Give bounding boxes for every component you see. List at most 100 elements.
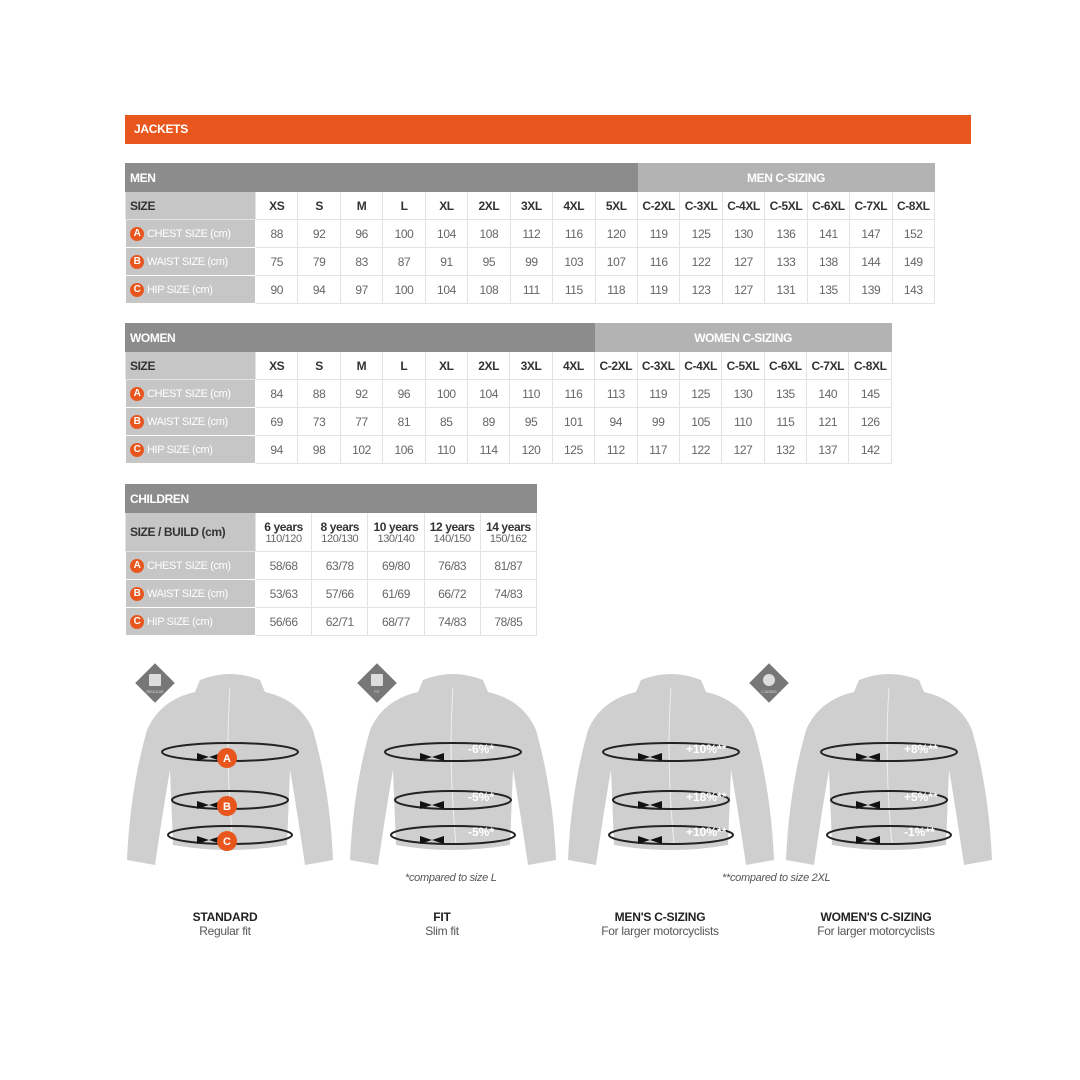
build: 120/130: [321, 532, 359, 545]
arrow-icon: [197, 801, 209, 809]
table-cell: 117: [636, 435, 680, 464]
table-cell: 87: [382, 247, 426, 276]
age: 12 years: [429, 519, 475, 534]
table-cell: 97: [339, 275, 384, 304]
fit-caption: FIT Slim fit: [342, 910, 542, 938]
size-label: SIZE: [125, 351, 256, 380]
arrow-icon: [856, 801, 868, 809]
table-cell: 78/85: [479, 607, 538, 636]
build: 110/120: [265, 532, 303, 545]
table-cell: 104: [424, 219, 469, 248]
measure-mark: -1%**: [904, 825, 935, 839]
arrow-icon: [432, 753, 444, 761]
table-cell: 99: [509, 247, 554, 276]
section-title-jackets: JACKETS: [125, 115, 971, 144]
table-cell: 122: [678, 435, 723, 464]
arrow-icon: [638, 801, 650, 809]
fit-title: WOMEN'S C-SIZING: [820, 910, 932, 924]
measure-name: CHEST SIZE (cm): [147, 227, 231, 240]
table-cell: 84: [254, 379, 299, 408]
table-cell: 125: [678, 379, 723, 408]
measure-name: HIP SIZE (cm): [147, 283, 213, 296]
jacket-silhouette: [786, 674, 992, 865]
jacket-illustration: -6%* -5%* -5%*: [348, 660, 558, 870]
arrow-icon: [432, 836, 444, 844]
table-cell: 130: [721, 219, 766, 248]
measure-label: A CHEST SIZE (cm): [125, 379, 256, 408]
table-cell: 92: [297, 219, 341, 248]
table-cell: 95: [509, 407, 553, 436]
table-cell: 135: [806, 275, 851, 304]
arrow-icon: [638, 836, 650, 844]
size-header: L: [382, 351, 426, 380]
table-cell: 100: [424, 379, 468, 408]
measure-badge: B: [130, 414, 144, 429]
table-cell: 53/63: [254, 579, 313, 608]
table-cell: 76/83: [423, 551, 481, 580]
table-cell: 111: [509, 275, 554, 304]
table-cell: 69: [254, 407, 299, 436]
table-cell: 100: [382, 219, 426, 248]
table-cell: 104: [424, 275, 469, 304]
arrow-icon: [868, 753, 880, 761]
measure-label: C HIP SIZE (cm): [125, 607, 256, 636]
size-label: SIZE / BUILD (cm): [125, 512, 256, 552]
table-cell: 94: [254, 435, 299, 464]
size-header: L: [382, 191, 426, 220]
table-cell: 135: [763, 379, 808, 408]
fit-badge-icon: REGULAR: [135, 663, 175, 708]
fit-caption: WOMEN'S C-SIZING For larger motorcyclists: [776, 910, 976, 938]
jacket-silhouette: [127, 674, 333, 865]
size-header: 5XL: [594, 191, 638, 220]
measure-mark: C: [223, 836, 231, 848]
table-cell: 108: [467, 275, 511, 304]
women-size-table: WOMEN WOMEN C-SIZING SIZE XS S M L XL 2XL 3XL 4XL C…: [124, 323, 892, 464]
table-cell: 132: [763, 435, 808, 464]
measure-name: WAIST SIZE (cm): [147, 587, 228, 600]
table-cell: 69/80: [367, 551, 425, 580]
svg-text:REGULAR: REGULAR: [147, 690, 164, 694]
measure-label: B WAIST SIZE (cm): [125, 407, 256, 436]
table-cell: 102: [339, 435, 384, 464]
table-cell: 139: [849, 275, 893, 304]
measure-loop: [608, 825, 734, 845]
table-cell: 127: [721, 435, 765, 464]
measure-badge: A: [130, 558, 144, 573]
c-size-header: C-4XL: [678, 351, 723, 380]
group-header-row: WOMEN WOMEN C-SIZING: [124, 323, 892, 352]
table-cell: 101: [551, 407, 596, 436]
c-size-header: C-6XL: [806, 191, 851, 220]
table-row: A CHEST SIZE (cm) 88 92 96 100 104 108 112 116 120…: [125, 219, 936, 248]
table-cell: 99: [636, 407, 680, 436]
c-sizing-title: MEN C-SIZING: [636, 163, 936, 192]
table-cell: 81: [382, 407, 426, 436]
age: 6 years: [264, 519, 303, 534]
table-cell: 96: [339, 219, 384, 248]
measure-badge: C: [130, 614, 144, 629]
arrow-icon: [868, 836, 880, 844]
table-cell: 147: [849, 219, 893, 248]
size-header: S: [297, 351, 341, 380]
table-cell: 74/83: [423, 607, 481, 636]
table-cell: 108: [467, 219, 511, 248]
table-cell: 62/71: [311, 607, 369, 636]
measure-mark: +10%**: [686, 825, 727, 839]
arrow-icon: [197, 753, 209, 761]
measure-name: HIP SIZE (cm): [147, 443, 213, 456]
table-cell: 98: [297, 435, 341, 464]
svg-text:C-SIZING: C-SIZING: [761, 690, 777, 694]
measure-badge: C: [130, 282, 144, 297]
table-cell: 81/87: [479, 551, 538, 580]
table-cell: 90: [254, 275, 299, 304]
table-cell: 110: [509, 379, 553, 408]
table-cell: 144: [849, 247, 893, 276]
age: 8 years: [320, 519, 360, 534]
table-cell: 116: [552, 219, 596, 248]
fit-footnote: *compared to size L: [405, 872, 497, 884]
fit-badge-icon: C-SIZING: [749, 663, 789, 708]
measure-loop: [602, 742, 740, 762]
c-size-header: C-2XL: [594, 351, 638, 380]
size-header: XS: [254, 191, 299, 220]
fit-subtitle: For larger motorcyclists: [817, 924, 935, 938]
group-header-row: CHILDREN: [125, 484, 537, 513]
